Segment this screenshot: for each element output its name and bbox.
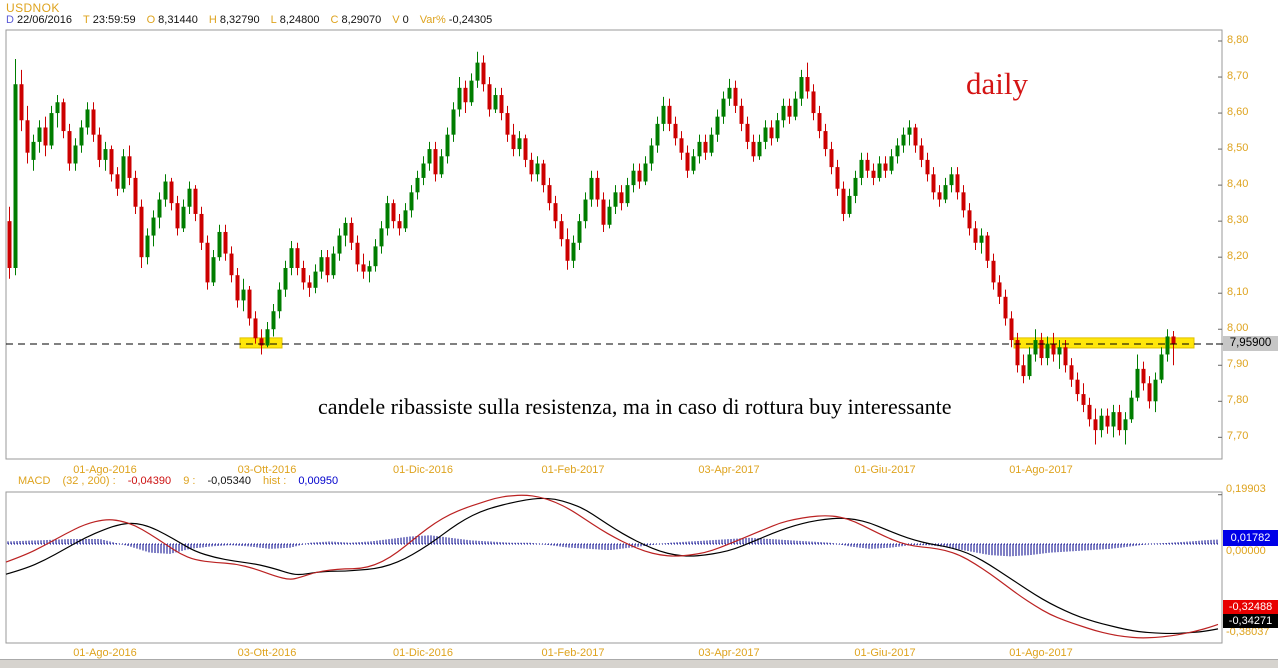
timeframe-annotation: daily bbox=[966, 66, 1028, 101]
ohlc-field-label: C bbox=[330, 14, 339, 26]
macd-layer bbox=[5, 494, 1219, 639]
ohlc-field-value: 0 bbox=[402, 14, 409, 26]
date-axis-label: 01-Giu-2017 bbox=[854, 647, 916, 659]
ohlc-field-label: O bbox=[146, 14, 156, 26]
ohlc-field-label: D bbox=[6, 14, 14, 26]
price-axis-label: 8,40 bbox=[1227, 178, 1249, 191]
ohlc-field-label: T bbox=[83, 14, 90, 26]
ohlc-field-value: 8,24800 bbox=[279, 14, 320, 26]
symbol-title: USDNOK bbox=[6, 1, 60, 15]
ohlc-field-value: 23:59:59 bbox=[92, 14, 136, 26]
macd-header: MACD (32 , 200) : -0,04390 9 : -0,05340 … bbox=[18, 475, 347, 487]
price-axis-label: 8,30 bbox=[1227, 214, 1249, 227]
macd-axis-top-label: 0,19903 bbox=[1226, 483, 1266, 495]
price-axis-label: 8,00 bbox=[1227, 322, 1249, 335]
price-axis-label: 7,70 bbox=[1227, 430, 1249, 443]
highlight-zones-layer bbox=[239, 337, 1195, 349]
date-axis-label: 01-Dic-2016 bbox=[393, 464, 453, 476]
macd-line-value-box: -0,32488 bbox=[1223, 600, 1278, 614]
date-axis-label: 01-Giu-2017 bbox=[854, 464, 916, 476]
macd-params: (32 , 200) : bbox=[62, 475, 116, 487]
date-axis-label: 03-Apr-2017 bbox=[698, 647, 760, 659]
ohlc-field-value: 8,31440 bbox=[158, 14, 198, 26]
date-axis-label: 01-Dic-2016 bbox=[393, 647, 453, 659]
ohlc-field-label: H bbox=[208, 14, 217, 26]
date-axis-label: 03-Ott-2016 bbox=[237, 647, 297, 659]
date-axis-label: 01-Ago-2016 bbox=[73, 464, 137, 476]
ohlc-field-label: L bbox=[270, 14, 277, 26]
date-axis-label: 01-Ago-2017 bbox=[1009, 647, 1073, 659]
ohlc-info-bar: D 22/06/2016 T 23:59:59 O 8,31440 H 8,32790 L 8,2… bbox=[6, 14, 503, 26]
date-axis-label: 03-Apr-2017 bbox=[698, 464, 760, 476]
date-axis-label: 01-Feb-2017 bbox=[541, 464, 605, 476]
date-axis-label: 01-Ago-2017 bbox=[1009, 464, 1073, 476]
macd-name: MACD bbox=[18, 475, 51, 487]
macd-hist-label: hist : bbox=[263, 475, 287, 487]
macd-signal-value: -0,05340 bbox=[207, 475, 251, 487]
ohlc-field-value: 8,29070 bbox=[341, 14, 382, 26]
price-axis-label: 7,80 bbox=[1227, 394, 1249, 407]
price-axis-label: 8,80 bbox=[1227, 34, 1249, 46]
price-axis-label: 8,20 bbox=[1227, 250, 1249, 263]
axis-ticks-layer bbox=[1216, 40, 1223, 496]
last-price-box: 7,95900 bbox=[1223, 336, 1278, 351]
panel-borders-layer bbox=[5, 29, 1223, 644]
price-axis-label: 7,90 bbox=[1227, 358, 1249, 371]
candles-layer bbox=[7, 51, 1176, 445]
ohlc-field-label: Var% bbox=[419, 14, 446, 26]
macd-axis-bottom-label: -0,38037 bbox=[1226, 626, 1270, 638]
macd-value: -0,04390 bbox=[127, 475, 172, 487]
price-axis-label: 8,10 bbox=[1227, 286, 1249, 299]
date-axis-label: 01-Ago-2016 bbox=[73, 647, 137, 659]
macd-signal-label: 9 : bbox=[183, 475, 196, 487]
ohlc-field-value: 22/06/2016 bbox=[16, 14, 73, 26]
price-axis-label: 8,50 bbox=[1227, 142, 1249, 155]
date-axis-label: 03-Ott-2016 bbox=[237, 464, 297, 476]
macd-hist-value: 0,00950 bbox=[298, 475, 339, 487]
date-axis-label: 01-Feb-2017 bbox=[541, 647, 605, 659]
macd-signal-value-box: -0,34271 bbox=[1223, 614, 1278, 628]
ohlc-field-value: 8,32790 bbox=[219, 14, 260, 26]
macd-hist-value-box: 0,01782 bbox=[1223, 530, 1278, 546]
note-annotation: candele ribassiste sulla resistenza, ma … bbox=[318, 394, 952, 419]
bottom-status-bar bbox=[0, 659, 1278, 668]
ohlc-field-label: V bbox=[392, 14, 400, 26]
price-axis-label: 8,60 bbox=[1227, 106, 1249, 119]
price-axis-label: 8,70 bbox=[1227, 70, 1249, 83]
ohlc-field-value: -0,24305 bbox=[448, 14, 493, 26]
macd-axis-zero-label: 0,00000 bbox=[1226, 545, 1266, 557]
